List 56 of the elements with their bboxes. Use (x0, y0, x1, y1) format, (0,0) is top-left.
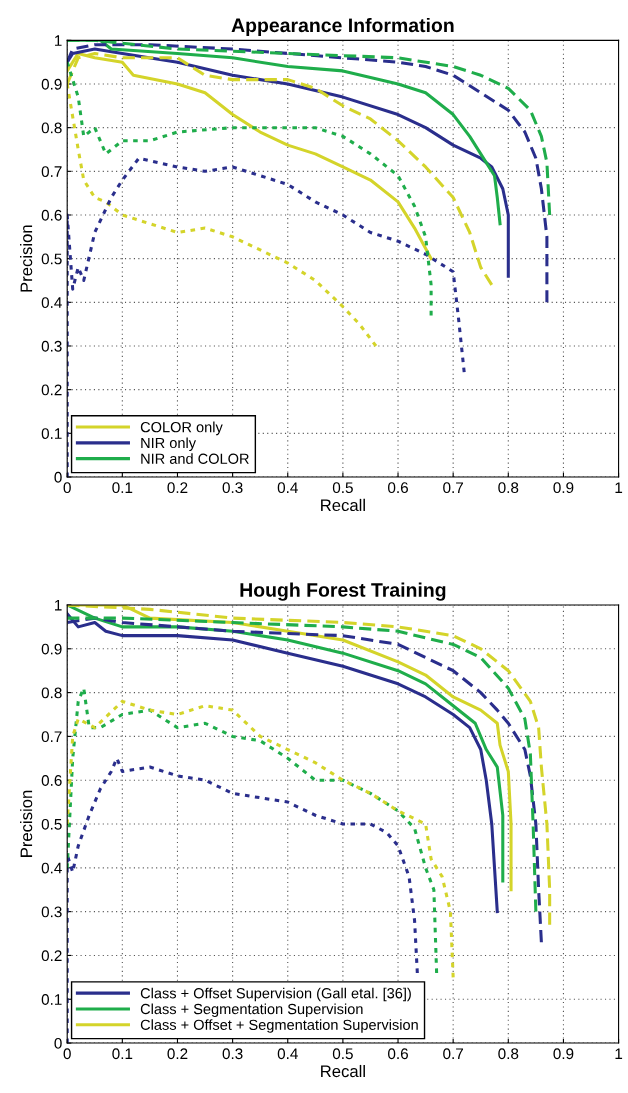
legend-label: Class + Offset + Segmentation Supervision (140, 1019, 418, 1033)
x-tick-label: 0.8 (498, 1048, 519, 1060)
x-tick-label: 0.4 (277, 1048, 298, 1060)
x-tick-label: 0.7 (443, 482, 464, 494)
y-tick-label: 0.8 (41, 687, 62, 699)
y-tick-label: 0.5 (41, 818, 62, 830)
y-tick-label: 0.4 (41, 862, 62, 874)
x-tick-label: 0.9 (553, 1048, 574, 1060)
y-tick-label: 0.5 (41, 253, 62, 265)
y-tick-label: 0.9 (41, 643, 62, 655)
y-tick-label: 0.7 (41, 731, 62, 743)
y-tick-label: 0 (54, 471, 62, 483)
y-tick-label: 0.8 (41, 122, 62, 134)
x-tick-label: 0.1 (112, 1048, 133, 1060)
y-tick-label: 0.1 (41, 428, 62, 440)
y-tick-label: 0.2 (41, 384, 62, 396)
y-tick-label: 0 (54, 1037, 62, 1049)
y-axis-title: Precision (20, 225, 33, 292)
legend-label: NIR only (141, 437, 196, 451)
y-tick-label: 0.3 (41, 340, 62, 352)
x-tick-label: 0.2 (167, 1048, 188, 1060)
y-tick-label: 0.4 (41, 297, 62, 309)
legend-label: Class + Segmentation Supervision (140, 1003, 363, 1018)
x-tick-label: 0 (63, 1048, 71, 1060)
x-tick-label: 0.1 (112, 482, 133, 494)
y-tick-label: 0.3 (41, 906, 62, 918)
x-tick-label: 0.5 (332, 1048, 353, 1060)
x-tick-label: 0.4 (277, 482, 298, 494)
y-tick-label: 0.6 (41, 209, 62, 221)
x-tick-label: 0.3 (222, 1048, 243, 1060)
x-tick-label: 0.6 (388, 1048, 408, 1060)
y-tick-label: 0.9 (41, 78, 62, 90)
x-tick-label: 1 (615, 482, 623, 493)
y-tick-label: 0.7 (41, 166, 62, 178)
chart-title: Hough Forest Training (240, 582, 446, 601)
x-axis-title: Recall (321, 1064, 365, 1078)
x-tick-label: 0.8 (498, 482, 519, 494)
x-tick-label: 0.3 (222, 482, 243, 494)
x-tick-label: 0.9 (553, 482, 574, 494)
x-tick-label: 1 (615, 1048, 623, 1059)
x-tick-label: 0.6 (388, 482, 408, 494)
y-tick-label: 0.1 (41, 994, 62, 1005)
x-axis-title: Recall (321, 498, 365, 512)
x-tick-label: 0.5 (332, 482, 353, 494)
y-tick-label: 1 (55, 600, 62, 611)
legend-label: Class + Offset Supervision (Gall etal. [36]) (140, 987, 411, 1002)
y-tick-label: 0.2 (41, 950, 62, 962)
legend-label: COLOR only (140, 421, 223, 436)
x-tick-label: 0.2 (167, 482, 188, 494)
x-tick-label: 0 (63, 482, 71, 494)
y-tick-label: 0.6 (41, 775, 62, 786)
x-tick-label: 0.7 (443, 1048, 464, 1060)
y-axis-title: Precision (20, 790, 33, 857)
y-tick-label: 1 (55, 35, 62, 46)
legend-label: NIR and COLOR (141, 453, 249, 464)
chart-title: Appearance Information (231, 17, 454, 37)
